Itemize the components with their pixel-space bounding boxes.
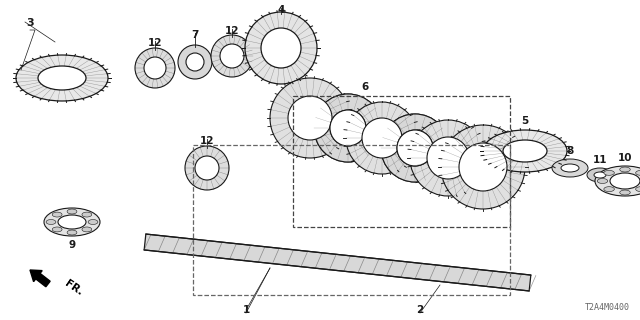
Ellipse shape bbox=[330, 110, 366, 146]
Ellipse shape bbox=[220, 44, 244, 68]
Text: 11: 11 bbox=[593, 155, 607, 165]
Ellipse shape bbox=[595, 166, 640, 196]
Text: 2: 2 bbox=[417, 305, 424, 315]
Text: 12: 12 bbox=[225, 26, 239, 36]
Ellipse shape bbox=[483, 130, 567, 172]
Text: 6: 6 bbox=[362, 82, 369, 92]
Ellipse shape bbox=[552, 159, 588, 177]
Ellipse shape bbox=[587, 168, 613, 182]
Bar bbox=[193, 145, 510, 295]
Text: 4: 4 bbox=[277, 5, 285, 15]
Ellipse shape bbox=[636, 171, 640, 175]
Bar bbox=[293, 96, 510, 227]
Ellipse shape bbox=[186, 53, 204, 71]
Ellipse shape bbox=[46, 220, 56, 224]
Ellipse shape bbox=[314, 94, 382, 162]
Text: 10: 10 bbox=[618, 153, 632, 163]
Ellipse shape bbox=[620, 190, 630, 195]
Text: 12: 12 bbox=[200, 136, 214, 146]
Ellipse shape bbox=[16, 55, 108, 101]
Ellipse shape bbox=[245, 12, 317, 84]
Ellipse shape bbox=[330, 110, 366, 146]
Ellipse shape bbox=[441, 125, 525, 209]
Ellipse shape bbox=[410, 120, 486, 196]
Ellipse shape bbox=[67, 209, 77, 214]
FancyArrow shape bbox=[30, 270, 50, 287]
Text: 8: 8 bbox=[566, 146, 573, 156]
Ellipse shape bbox=[346, 102, 418, 174]
Ellipse shape bbox=[38, 66, 86, 90]
Ellipse shape bbox=[397, 130, 433, 166]
Ellipse shape bbox=[620, 167, 630, 172]
Text: 9: 9 bbox=[68, 240, 76, 250]
Ellipse shape bbox=[288, 96, 332, 140]
Ellipse shape bbox=[427, 137, 469, 179]
Ellipse shape bbox=[610, 173, 640, 189]
Polygon shape bbox=[144, 234, 531, 291]
Ellipse shape bbox=[144, 57, 166, 79]
Ellipse shape bbox=[503, 140, 547, 162]
Ellipse shape bbox=[82, 212, 92, 217]
Ellipse shape bbox=[88, 220, 98, 224]
Ellipse shape bbox=[270, 78, 350, 158]
Ellipse shape bbox=[594, 172, 606, 178]
Ellipse shape bbox=[135, 48, 175, 88]
Ellipse shape bbox=[58, 215, 86, 229]
Ellipse shape bbox=[604, 171, 614, 175]
Ellipse shape bbox=[381, 114, 449, 182]
Ellipse shape bbox=[211, 35, 253, 77]
Ellipse shape bbox=[397, 130, 433, 166]
Text: 1: 1 bbox=[243, 305, 250, 315]
Ellipse shape bbox=[314, 94, 382, 162]
Ellipse shape bbox=[195, 156, 219, 180]
Ellipse shape bbox=[459, 143, 507, 191]
Text: FR.: FR. bbox=[63, 278, 84, 298]
Text: 5: 5 bbox=[522, 116, 529, 126]
Text: 7: 7 bbox=[191, 30, 198, 40]
Ellipse shape bbox=[561, 164, 579, 172]
Text: T2A4M0400: T2A4M0400 bbox=[585, 303, 630, 312]
Ellipse shape bbox=[52, 227, 62, 232]
Ellipse shape bbox=[82, 227, 92, 232]
Ellipse shape bbox=[362, 118, 402, 158]
Ellipse shape bbox=[44, 208, 100, 236]
Ellipse shape bbox=[185, 146, 229, 190]
Ellipse shape bbox=[597, 179, 608, 183]
Ellipse shape bbox=[381, 114, 449, 182]
Text: 3: 3 bbox=[26, 18, 34, 28]
Ellipse shape bbox=[178, 45, 212, 79]
Text: 12: 12 bbox=[148, 38, 163, 48]
Ellipse shape bbox=[67, 230, 77, 235]
Ellipse shape bbox=[636, 187, 640, 192]
Ellipse shape bbox=[604, 187, 614, 192]
Ellipse shape bbox=[261, 28, 301, 68]
Ellipse shape bbox=[52, 212, 62, 217]
